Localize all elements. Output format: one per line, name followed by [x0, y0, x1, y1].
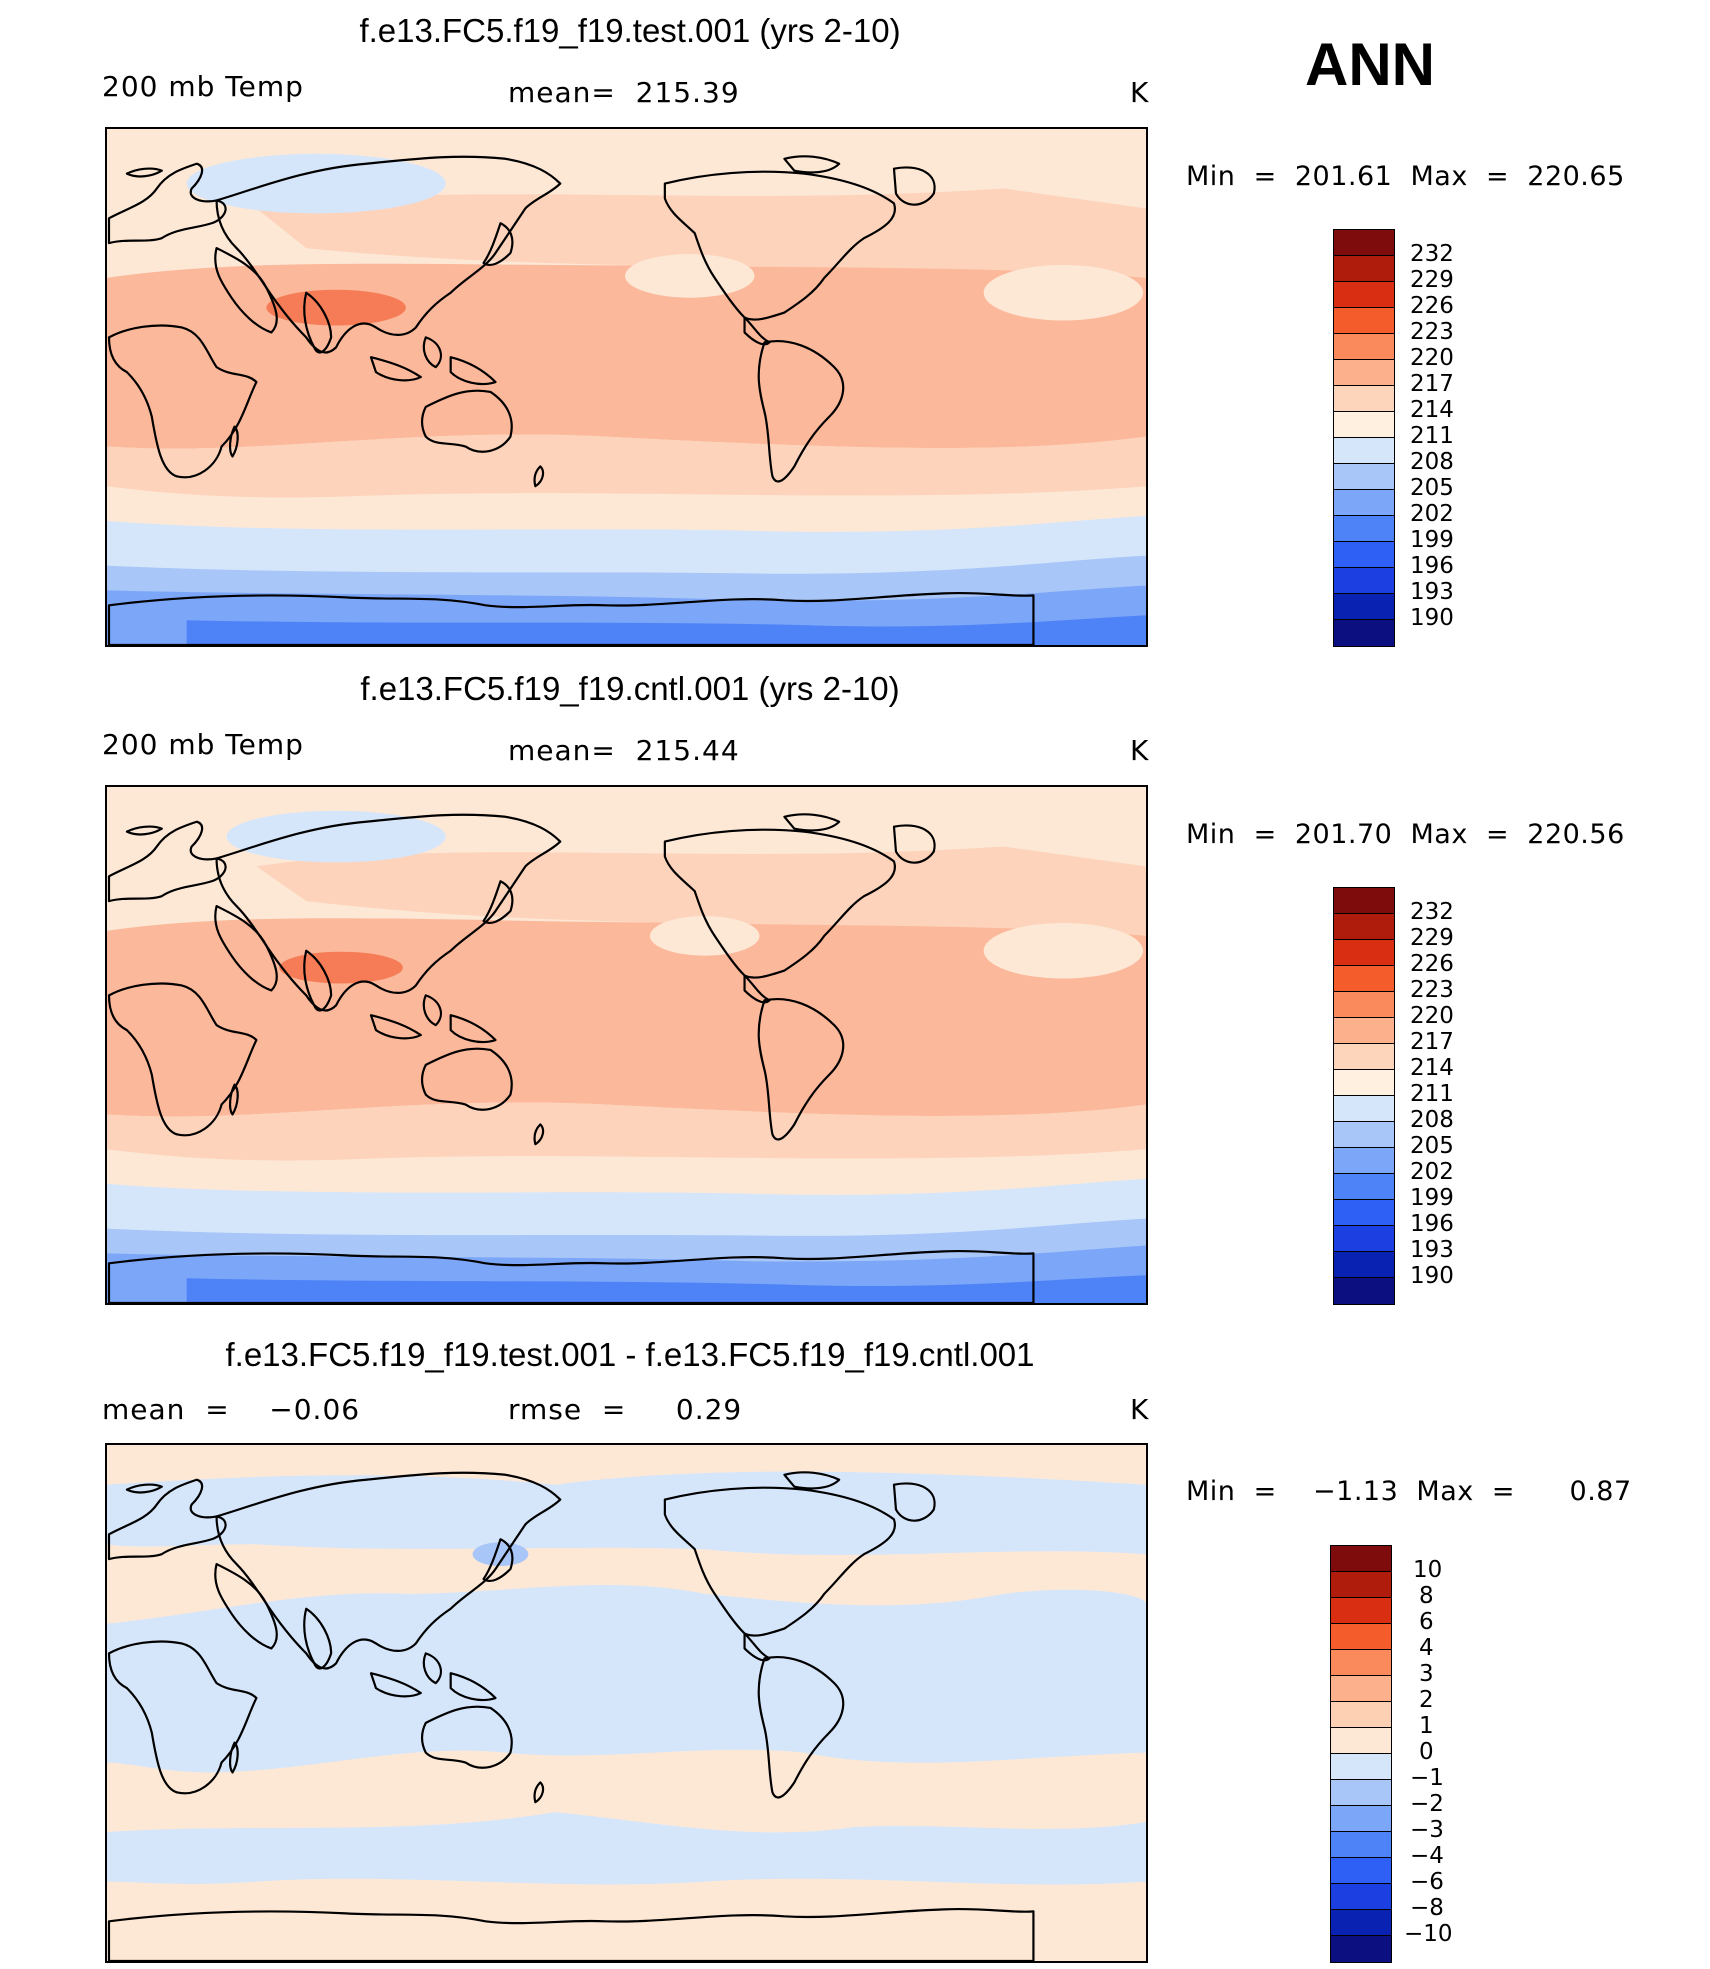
colorbar-tick-label: 208 — [1410, 449, 1454, 475]
colorbar-tick-label: 232 — [1410, 899, 1454, 925]
colorbar-tick-label: 226 — [1410, 951, 1454, 977]
colorbar-tick-label: 208 — [1410, 1107, 1454, 1133]
field-atlantic-min — [983, 264, 1144, 321]
colorbar-tick-label: 229 — [1410, 925, 1454, 951]
colorbar-tick-label: −3 — [1410, 1817, 1444, 1843]
field-japan-min — [472, 1542, 529, 1567]
colorbar-tick-label: −1 — [1410, 1765, 1444, 1791]
field-band-214-north — [256, 846, 1146, 936]
colorbar-tick-label: 0 — [1419, 1739, 1434, 1765]
colorbar-tick-label: −4 — [1410, 1843, 1444, 1869]
colorbar-tick-label: 199 — [1410, 1185, 1454, 1211]
panel-2-variable-label: 200 mb Temp — [102, 728, 304, 761]
season-label: ANN — [1305, 31, 1435, 98]
colorbar-tick-label: 196 — [1410, 1211, 1454, 1237]
field-negative-north — [107, 1471, 1146, 1555]
colorbar-tick-label: 217 — [1410, 371, 1454, 397]
panel-1-variable-label: 200 mb Temp — [102, 70, 304, 103]
panel-3-rmse-label: rmse = 0.29 — [508, 1393, 743, 1426]
colorbar-tick-label: 214 — [1410, 397, 1454, 423]
colorbar-tick-label: 232 — [1410, 241, 1454, 267]
field-pacific-min — [649, 916, 760, 956]
panel-2-minmax: Min = 201.70 Max = 220.56 — [1186, 819, 1625, 850]
colorbar-tick-label: 1 — [1419, 1713, 1434, 1739]
colorbar-tick-label: 8 — [1419, 1583, 1434, 1609]
panel-2-contour-plot — [107, 787, 1146, 1303]
panel-1-map — [105, 127, 1148, 647]
colorbar-tick-label: 211 — [1410, 423, 1454, 449]
field-arctic-cold — [226, 810, 446, 863]
colorbar-tick-label: 205 — [1410, 475, 1454, 501]
colorbar-tick-label: 226 — [1410, 293, 1454, 319]
panel-1-mean-label: mean= 215.39 — [508, 76, 740, 109]
colorbar-tick-label: 217 — [1410, 1029, 1454, 1055]
colorbar-tick-label: 199 — [1410, 527, 1454, 553]
colorbar-tick-label: −2 — [1410, 1791, 1444, 1817]
field-negative-south — [107, 1812, 1146, 1885]
colorbar-tick-label: 214 — [1410, 1055, 1454, 1081]
colorbar-tick-label: −10 — [1404, 1921, 1453, 1947]
panel-1-units: K — [1130, 76, 1150, 109]
colorbar-tick-label: 229 — [1410, 267, 1454, 293]
panel-3-title: f.e13.FC5.f19_f19.test.001 - f.e13.FC5.f… — [225, 1336, 1035, 1373]
field-tibet-max — [279, 951, 403, 984]
field-band-199 — [186, 615, 1146, 645]
panel-3-units: K — [1130, 1393, 1150, 1426]
colorbar-tick-label: 220 — [1410, 1003, 1454, 1029]
panel-3-colorbar — [1330, 1545, 1392, 1963]
colorbar-tick-label: 223 — [1410, 977, 1454, 1003]
panel-1-title: f.e13.FC5.f19_f19.test.001 (yrs 2-10) — [359, 12, 901, 49]
field-arctic-cold — [186, 153, 446, 214]
colorbar-tick-label: 4 — [1419, 1635, 1434, 1661]
colorbar-tick-label: 3 — [1419, 1661, 1434, 1687]
panel-3-map — [105, 1443, 1148, 1963]
colorbar-tick-label: −8 — [1410, 1895, 1444, 1921]
panel-2-map — [105, 785, 1148, 1305]
colorbar-tick-label: −6 — [1410, 1869, 1444, 1895]
panel-2-title: f.e13.FC5.f19_f19.cntl.001 (yrs 2-10) — [360, 670, 900, 707]
panel-3-contour-plot — [107, 1445, 1146, 1961]
field-tibet-max — [266, 289, 406, 326]
colorbar-tick-label: 190 — [1410, 605, 1454, 631]
panel-2-units: K — [1130, 734, 1150, 767]
colorbar-tick-label: 205 — [1410, 1133, 1454, 1159]
field-band-214-north — [256, 188, 1146, 278]
colorbar-tick-label: 193 — [1410, 579, 1454, 605]
colorbar-tick-label: 202 — [1410, 1159, 1454, 1185]
field-band-199 — [186, 1275, 1146, 1303]
colorbar-tick-label: 211 — [1410, 1081, 1454, 1107]
panel-3-mean-label: mean = −0.06 — [102, 1393, 361, 1426]
colorbar-tick-label: 223 — [1410, 319, 1454, 345]
colorbar-tick-label: 6 — [1419, 1609, 1434, 1635]
colorbar-tick-label: 2 — [1419, 1687, 1434, 1713]
colorbar-tick-label: 202 — [1410, 501, 1454, 527]
panel-2-colorbar — [1333, 887, 1395, 1305]
field-atlantic-min — [983, 922, 1144, 979]
colorbar-tick-label: 10 — [1413, 1557, 1443, 1583]
field-negative-main — [107, 1585, 1146, 1773]
field-band-214-south — [107, 434, 1146, 498]
panel-1-minmax: Min = 201.61 Max = 220.65 — [1186, 161, 1625, 192]
colorbar-tick-label: 220 — [1410, 345, 1454, 371]
field-pacific-min — [625, 254, 755, 298]
panel-1-contour-plot — [107, 129, 1146, 645]
panel-2-mean-label: mean= 215.44 — [508, 734, 740, 767]
panel-1-colorbar — [1333, 229, 1395, 647]
panel-3-minmax: Min = −1.13 Max = 0.87 — [1186, 1476, 1632, 1507]
colorbar-tick-label: 196 — [1410, 553, 1454, 579]
colorbar-tick-label: 193 — [1410, 1237, 1454, 1263]
colorbar-tick-label: 190 — [1410, 1263, 1454, 1289]
field-band-214-south — [107, 1102, 1146, 1161]
